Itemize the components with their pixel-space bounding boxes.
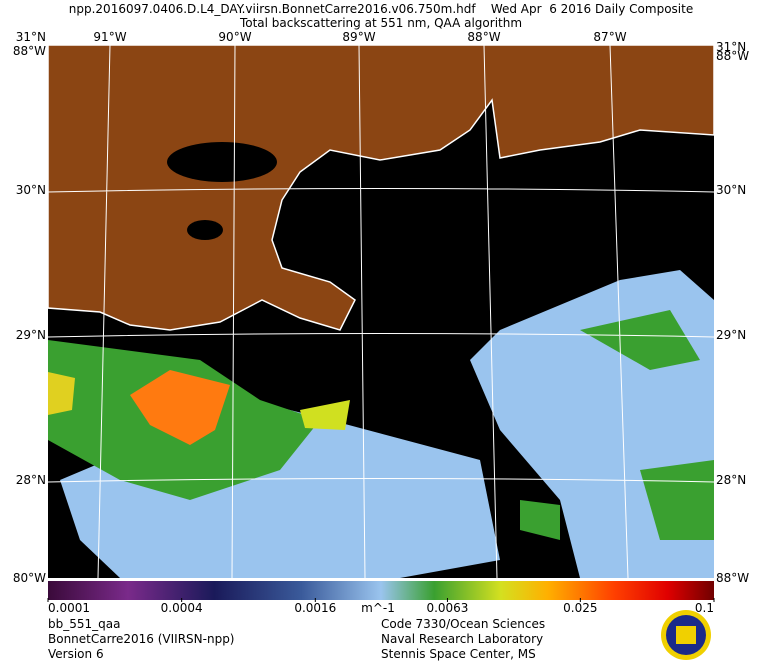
turbidity-mid (580, 310, 700, 370)
colorbar-tick-label: 0.0001 (48, 601, 90, 615)
corner-label: 88°W (13, 44, 46, 58)
title: npp.2016097.0406.D.L4_DAY.viirsn.BonnetC… (69, 2, 693, 16)
graticule (47, 44, 715, 579)
lake (167, 142, 277, 182)
lat-label: 28°N (716, 473, 746, 487)
lon-label: 87°W (593, 30, 626, 44)
corner-label: 80°W (13, 571, 46, 585)
lon-label: 91°W (93, 30, 126, 44)
lat-label: 29°N (16, 328, 46, 342)
corner-label: 31°N (716, 40, 746, 54)
land (47, 44, 715, 331)
corner-label: 88°W (716, 571, 749, 585)
colorbar (48, 581, 714, 600)
corner-label: 31°N (16, 30, 46, 44)
lake (187, 220, 223, 240)
colorbar-tick-label: 0.0004 (161, 601, 203, 615)
footer-text: Code 7330/Ocean Sciences (381, 617, 545, 631)
lon-label: 89°W (342, 30, 375, 44)
turbidity-mid (520, 500, 560, 540)
footer-text: bb_551_qaa (48, 617, 120, 631)
lon-label: 88°W (467, 30, 500, 44)
map (47, 44, 715, 579)
lat-label: 29°N (716, 328, 746, 342)
footer-text: BonnetCarre2016 (VIIRSN-npp) (48, 632, 235, 646)
colorbar-tick-label: 0.0016 (294, 601, 336, 615)
logo (661, 610, 711, 660)
colorbar-tick-label: 0.025 (563, 601, 597, 615)
lat-label: 28°N (16, 473, 46, 487)
turbidity-mid (640, 460, 714, 540)
turbidity-high (48, 372, 75, 415)
turbidity-high (130, 370, 230, 445)
footer-text: Stennis Space Center, MS (381, 647, 536, 661)
colorbar-tick-label: 0.0063 (426, 601, 468, 615)
lon-label: 90°W (218, 30, 251, 44)
footer-text: Naval Research Laboratory (381, 632, 543, 646)
lat-label: 30°N (716, 183, 746, 197)
corner-label: 88°W (716, 49, 749, 63)
subtitle: Total backscattering at 551 nm, QAA algo… (239, 16, 522, 30)
colorbar-tick-label: 0.1 (695, 601, 714, 615)
footer-text: Version 6 (48, 647, 104, 661)
turbidity-high (300, 400, 350, 430)
colorbar-unit: m^-1 (361, 601, 395, 615)
lat-label: 30°N (16, 183, 46, 197)
